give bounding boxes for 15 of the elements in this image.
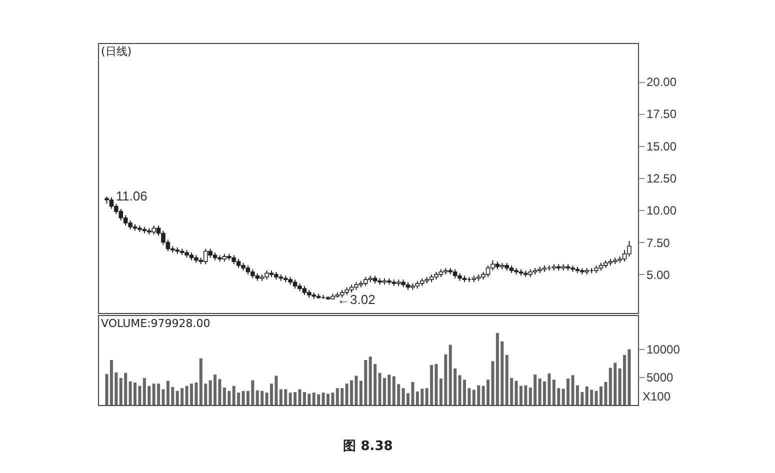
y-tick-label: 20.00 (646, 75, 677, 90)
annotation: ←3.02 (337, 292, 376, 307)
y-tick-label: 15.00 (646, 139, 677, 154)
annotation: 11.06 (116, 188, 148, 204)
y-tick-label: 5000 (646, 370, 674, 384)
y-axis-title: X100 (642, 390, 671, 404)
y-tick-label: 10000 (646, 342, 680, 356)
y-tick-label: 5.00 (646, 268, 670, 282)
chart-title: (日线) (101, 45, 132, 58)
annotation: VOLUME:979928.00 (101, 317, 210, 330)
caption: 图 8.38 (343, 439, 393, 454)
y-tick-label: 10.00 (646, 204, 677, 218)
y-tick-label: 12.50 (646, 172, 677, 186)
y-tick-label: 17.50 (646, 107, 677, 122)
y-tick-label: 7.50 (646, 236, 670, 250)
